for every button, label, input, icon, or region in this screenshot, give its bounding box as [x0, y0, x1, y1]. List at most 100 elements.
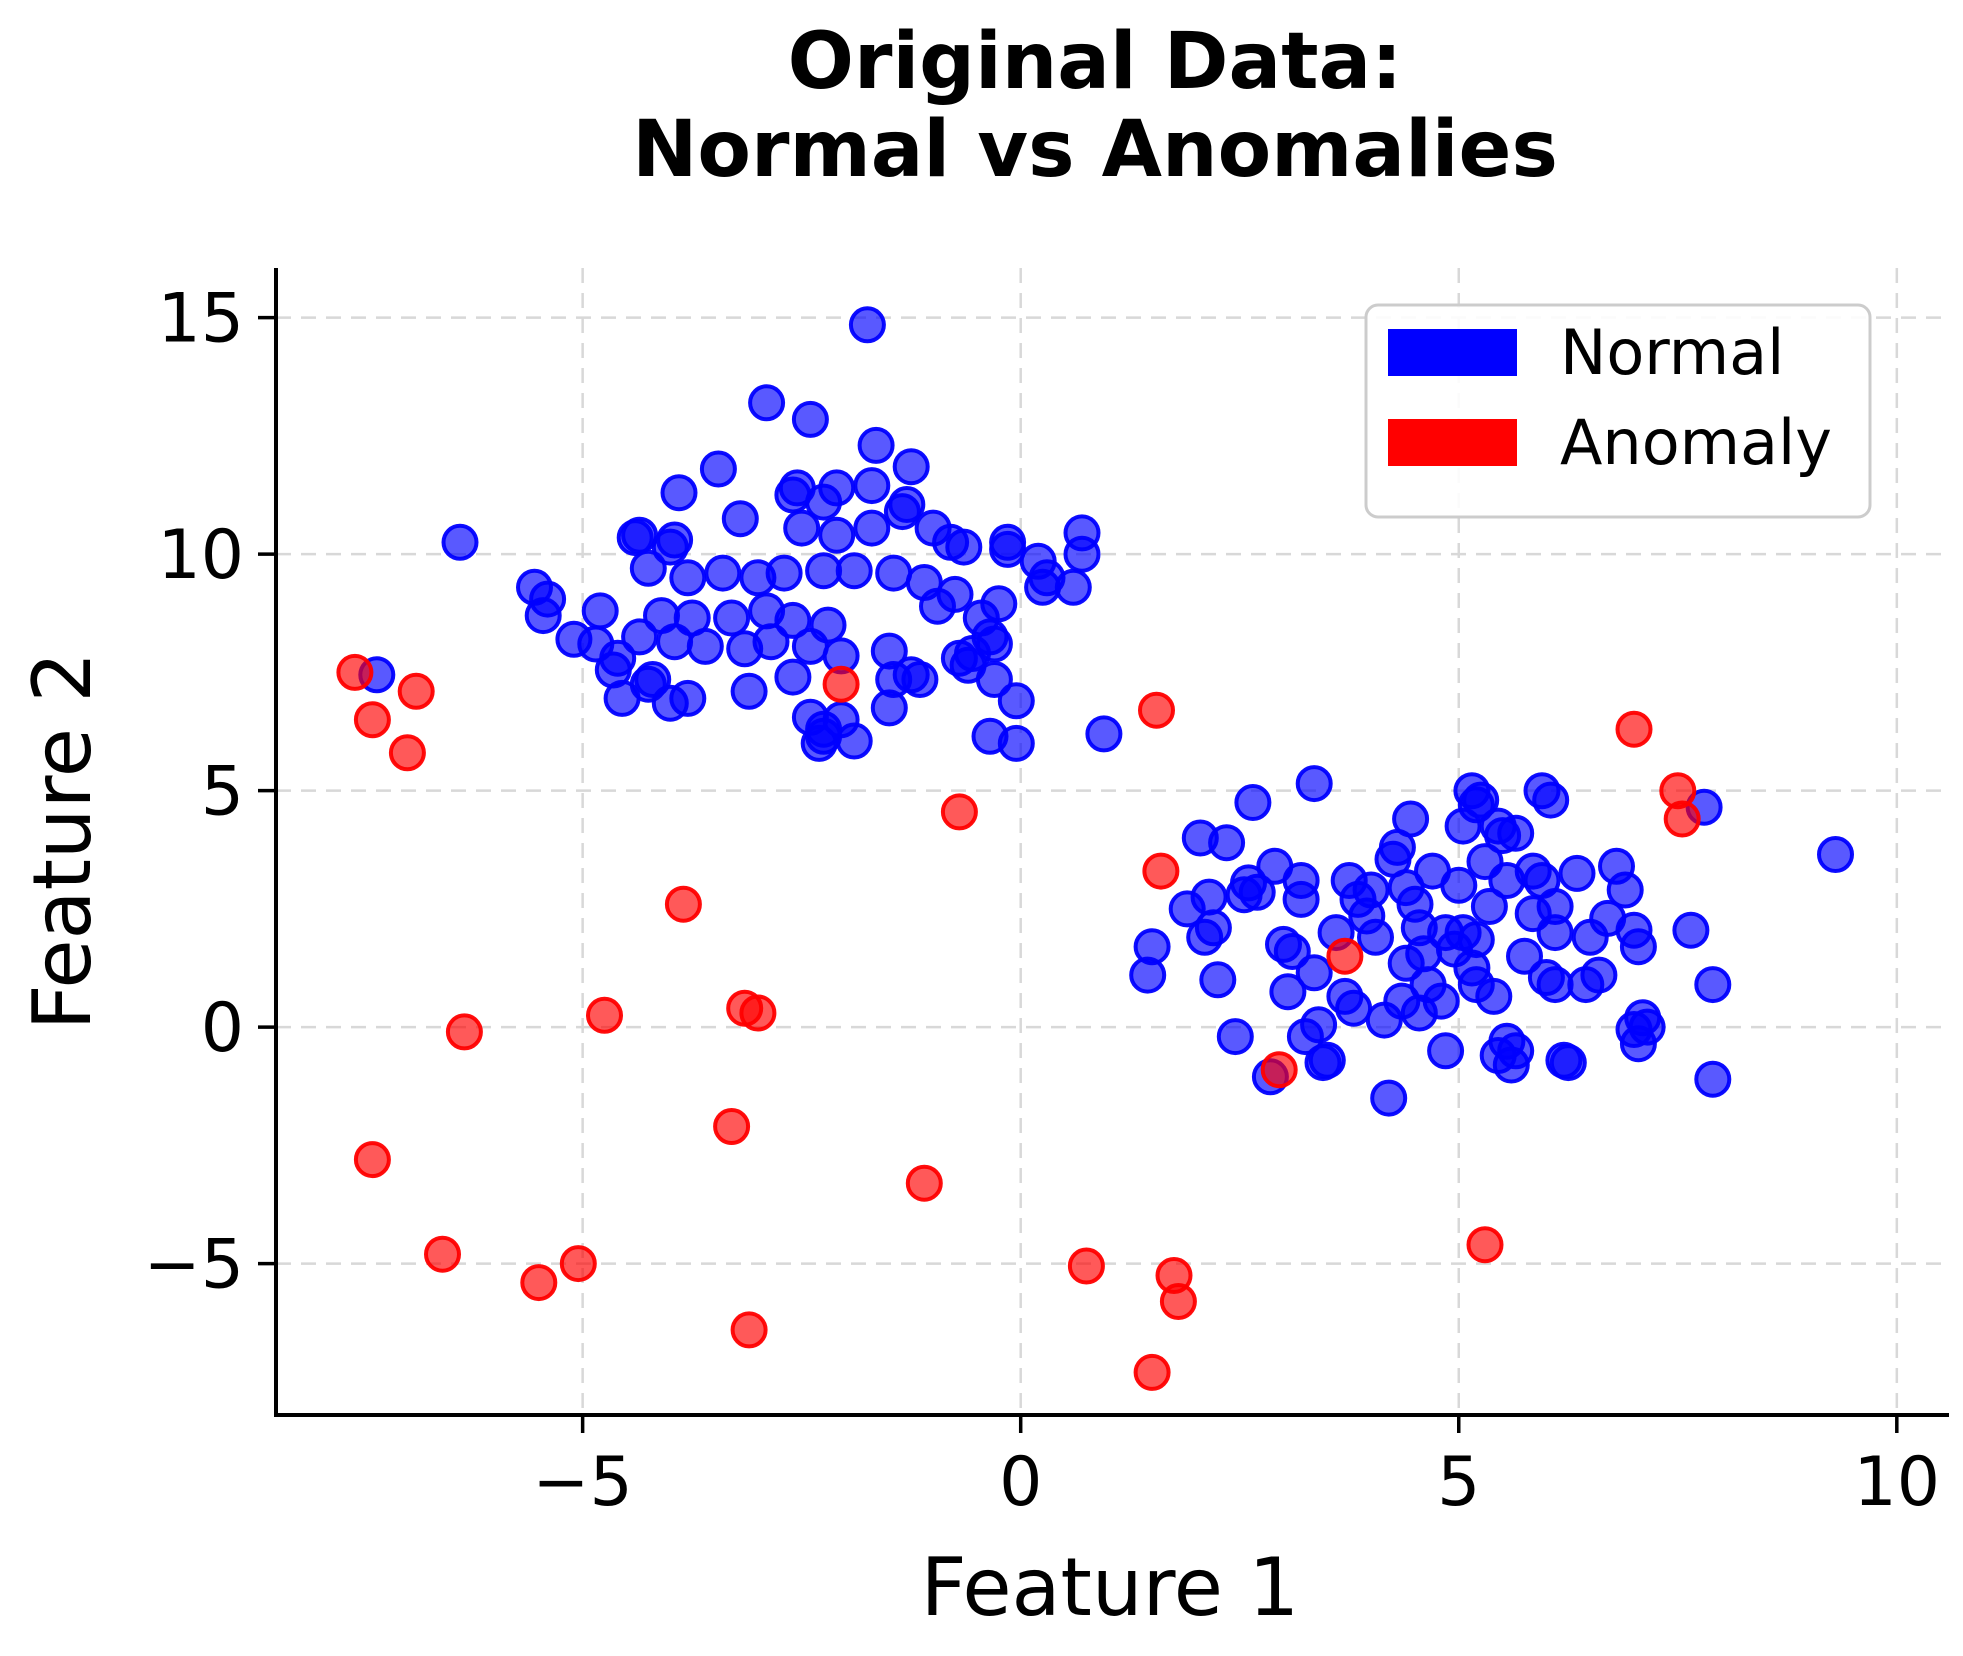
data-point-normal — [1199, 961, 1237, 999]
data-point-anomaly — [1326, 937, 1364, 975]
chart-title-line1: Original Data: — [788, 17, 1403, 107]
data-point-normal — [1589, 899, 1627, 937]
data-point-normal — [441, 523, 479, 561]
data-point-anomaly — [388, 734, 426, 772]
data-point-normal — [581, 592, 619, 630]
data-point-normal — [997, 682, 1035, 720]
data-point-normal — [805, 552, 843, 590]
data-point-anomaly — [1138, 691, 1175, 729]
y-axis-label: Feature 2 — [16, 652, 109, 1031]
data-point-normal — [774, 601, 812, 639]
x-tick-label: 5 — [1437, 1443, 1480, 1522]
data-point-normal — [669, 559, 707, 597]
data-point-normal — [870, 689, 908, 727]
data-point-normal — [800, 724, 838, 762]
data-point-normal — [791, 400, 829, 438]
y-tick-label: −5 — [144, 1226, 244, 1305]
data-point-anomaly — [940, 793, 978, 831]
x-tick-label: 10 — [1854, 1443, 1941, 1522]
data-point-normal — [686, 627, 724, 665]
data-point-normal — [853, 509, 891, 547]
data-point-anomaly — [1067, 1247, 1105, 1285]
data-point-normal — [945, 528, 983, 566]
data-point-normal — [975, 661, 1013, 698]
data-point-normal — [656, 623, 694, 661]
data-point-normal — [1694, 966, 1732, 1004]
data-point-normal — [1129, 956, 1167, 994]
y-tick-label: 5 — [201, 753, 244, 832]
data-point-normal — [892, 448, 930, 486]
data-point-normal — [857, 426, 895, 464]
data-point-anomaly — [445, 1013, 483, 1051]
data-point-normal — [752, 623, 790, 661]
data-point-anomaly — [1260, 1051, 1298, 1089]
data-point-normal — [1619, 928, 1657, 966]
data-point-normal — [774, 658, 812, 696]
data-point-normal — [1440, 866, 1478, 904]
data-point-normal — [1269, 973, 1307, 1011]
data-point-anomaly — [559, 1245, 597, 1283]
data-point-normal — [1370, 1079, 1408, 1117]
data-point-normal — [1396, 885, 1434, 923]
data-point-anomaly — [1663, 800, 1701, 838]
data-point-normal — [1466, 843, 1504, 881]
data-point-anomaly — [713, 1108, 751, 1145]
data-point-anomaly — [353, 1141, 391, 1179]
data-point-normal — [1497, 814, 1535, 852]
data-point-anomaly — [739, 994, 777, 1032]
data-point-normal — [713, 599, 751, 637]
data-point-normal — [730, 672, 768, 710]
data-point-normal — [1295, 954, 1333, 992]
data-point-normal — [1273, 933, 1311, 970]
data-point-normal — [1479, 1037, 1517, 1074]
data-point-normal — [1470, 888, 1508, 925]
data-point-normal — [621, 618, 659, 656]
data-point-anomaly — [1466, 1226, 1504, 1264]
data-point-normal — [1225, 876, 1263, 914]
data-point-anomaly — [1142, 852, 1180, 890]
data-point-anomaly — [520, 1264, 558, 1302]
legend: Normal Anomaly — [1364, 303, 1872, 519]
data-point-normal — [1545, 1041, 1583, 1079]
data-point-anomaly — [822, 665, 860, 703]
legend-label-normal: Normal — [1560, 316, 1784, 389]
data-point-normal — [1392, 800, 1430, 838]
gridlines — [276, 268, 1945, 1415]
data-point-normal — [1186, 918, 1224, 956]
data-point-normal — [1335, 989, 1373, 1027]
data-point-anomaly — [1615, 710, 1653, 748]
data-point-normal — [875, 554, 913, 592]
data-point-anomaly — [664, 885, 702, 923]
data-point-normal — [1234, 784, 1272, 821]
data-point-normal — [765, 554, 803, 592]
data-point-normal — [783, 509, 821, 547]
data-point-normal — [1352, 871, 1390, 909]
data-point-anomaly — [730, 1311, 768, 1349]
normal-points — [358, 306, 1854, 1117]
data-point-normal — [1558, 854, 1596, 892]
data-point-normal — [1085, 715, 1123, 753]
data-point-normal — [1615, 1011, 1653, 1048]
y-tick-label: 10 — [157, 516, 244, 595]
data-point-anomaly — [586, 996, 623, 1034]
data-point-normal — [1357, 918, 1394, 956]
data-point-normal — [1567, 966, 1605, 1004]
data-point-normal — [1536, 966, 1574, 1004]
data-point-normal — [1282, 880, 1320, 918]
x-axis-label: Feature 1 — [921, 1541, 1300, 1634]
data-point-normal — [1532, 781, 1570, 819]
data-point-normal — [1672, 911, 1710, 949]
x-tick-label: −5 — [533, 1443, 633, 1522]
data-point-normal — [1606, 871, 1644, 909]
y-axis-ticks: −5 0 5 10 15 — [144, 280, 276, 1305]
data-point-normal — [1462, 781, 1500, 819]
legend-swatch-anomaly — [1388, 419, 1517, 466]
data-point-anomaly — [1133, 1353, 1171, 1391]
x-axis-ticks: −5 0 5 10 — [533, 1415, 1941, 1522]
data-point-normal — [901, 661, 939, 698]
data-point-normal — [835, 722, 873, 760]
data-point-normal — [1427, 1032, 1465, 1070]
data-point-normal — [853, 467, 891, 505]
data-point-normal — [1308, 1041, 1346, 1079]
